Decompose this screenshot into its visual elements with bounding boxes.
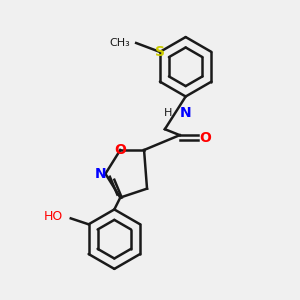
Text: S: S <box>155 45 165 59</box>
Text: CH₃: CH₃ <box>110 38 130 48</box>
Text: O: O <box>114 143 126 157</box>
Text: H: H <box>164 108 172 118</box>
Text: N: N <box>180 106 191 120</box>
Text: O: O <box>199 130 211 145</box>
Text: N: N <box>95 167 107 181</box>
Text: HO: HO <box>44 210 63 224</box>
